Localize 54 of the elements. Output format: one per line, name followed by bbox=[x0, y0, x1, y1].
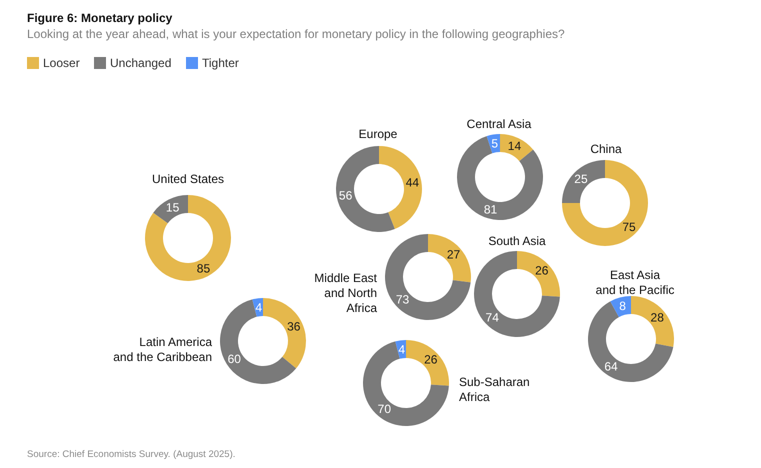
donut-slice bbox=[562, 160, 648, 246]
donut-slice bbox=[406, 340, 449, 386]
text: Central Asia bbox=[466, 117, 532, 131]
legend-label: Unchanged bbox=[110, 56, 172, 70]
data-label: 26 bbox=[535, 264, 549, 278]
donut-slice bbox=[517, 251, 560, 297]
donut-slice bbox=[474, 251, 560, 337]
data-label: 75 bbox=[622, 220, 636, 234]
donut-slice bbox=[153, 195, 188, 224]
data-label: 73 bbox=[396, 292, 410, 306]
data-label: 5 bbox=[491, 136, 498, 150]
text: Sub-Saharan Africa bbox=[459, 375, 530, 404]
data-label: 70 bbox=[378, 402, 392, 416]
data-label: 25 bbox=[574, 172, 588, 186]
chart-title: Europe bbox=[358, 127, 398, 141]
legend-label: Looser bbox=[43, 56, 80, 70]
data-label: 4 bbox=[255, 300, 262, 314]
donut-slice bbox=[562, 160, 605, 203]
data-label: 36 bbox=[287, 320, 301, 334]
data-label: 60 bbox=[228, 352, 242, 366]
donut-slice bbox=[263, 298, 306, 368]
data-label: 26 bbox=[424, 352, 438, 367]
donut-slice bbox=[363, 341, 449, 426]
text: Latin America and the Caribbean bbox=[113, 335, 212, 364]
chart-title: South Asia bbox=[488, 234, 546, 248]
data-label: 74 bbox=[486, 310, 500, 324]
donut-slice bbox=[379, 146, 422, 229]
data-label: 28 bbox=[650, 310, 664, 324]
donut-slice bbox=[336, 146, 395, 232]
donut-slice bbox=[145, 195, 231, 281]
data-label: 4 bbox=[398, 342, 406, 356]
text: Figure 6: Monetary policy bbox=[27, 11, 173, 25]
donut-slice bbox=[631, 296, 674, 348]
data-label: 14 bbox=[508, 139, 522, 154]
text: Middle East and North Africa bbox=[314, 271, 378, 315]
chart-title: East Asia and the Pacific bbox=[596, 268, 674, 297]
donut-slice bbox=[457, 136, 543, 220]
data-label: 15 bbox=[166, 200, 180, 215]
source-note: Source: Chief Economists Survey. (August 2025). bbox=[27, 449, 236, 460]
data-label: 85 bbox=[196, 261, 210, 276]
donut-slice bbox=[385, 234, 471, 320]
donut-slice bbox=[500, 134, 534, 162]
chart-title: United States bbox=[152, 172, 224, 186]
donut-slice bbox=[428, 234, 471, 282]
chart-title: China bbox=[590, 142, 622, 156]
data-label: 81 bbox=[484, 202, 498, 217]
data-label: 27 bbox=[446, 248, 460, 262]
data-label: 8 bbox=[619, 299, 626, 314]
data-label: 56 bbox=[338, 188, 353, 202]
donut-slice bbox=[588, 301, 674, 382]
text: Looking at the year ahead, what is your expectation for monetary policy in the following geographies? bbox=[27, 27, 565, 41]
data-label: 44 bbox=[406, 176, 420, 190]
data-label: 64 bbox=[604, 360, 618, 374]
legend-label: Tighter bbox=[202, 56, 239, 70]
